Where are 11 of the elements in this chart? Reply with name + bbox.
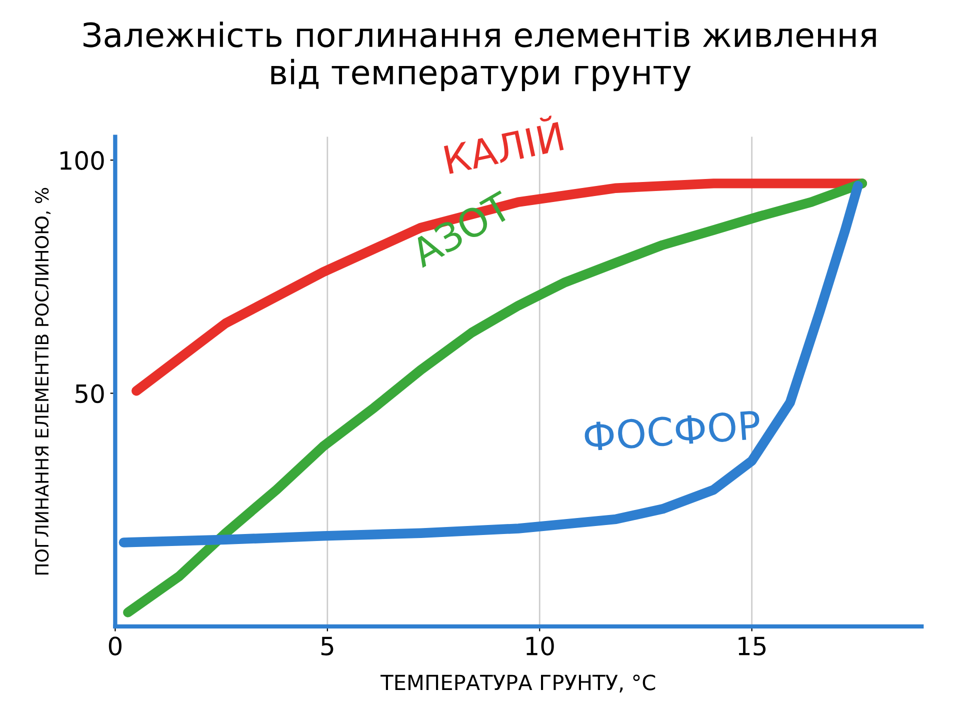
text: КАЛІЙ <box>442 114 564 174</box>
x-axis-title: ТЕМПЕРАТУРА ГРУНТУ, °C <box>380 674 656 692</box>
y-tick-label: 100 <box>60 151 104 170</box>
chart-title: Залежність поглинання елементів живлення від температури грунту <box>84 22 876 92</box>
x-tick-label: 5 <box>321 636 334 656</box>
x-tick-label: 0 <box>108 636 122 656</box>
x-tick-label: 10 <box>526 636 554 656</box>
x-tick-label: 15 <box>738 636 766 656</box>
y-axis-title: ПОГЛИНАННЯ ЕЛЕМЕНТІВ РОСЛИНОЮ, % <box>35 188 51 575</box>
series-label: ФОСФОР <box>584 410 761 452</box>
y-tick-label: 50 <box>76 384 104 404</box>
